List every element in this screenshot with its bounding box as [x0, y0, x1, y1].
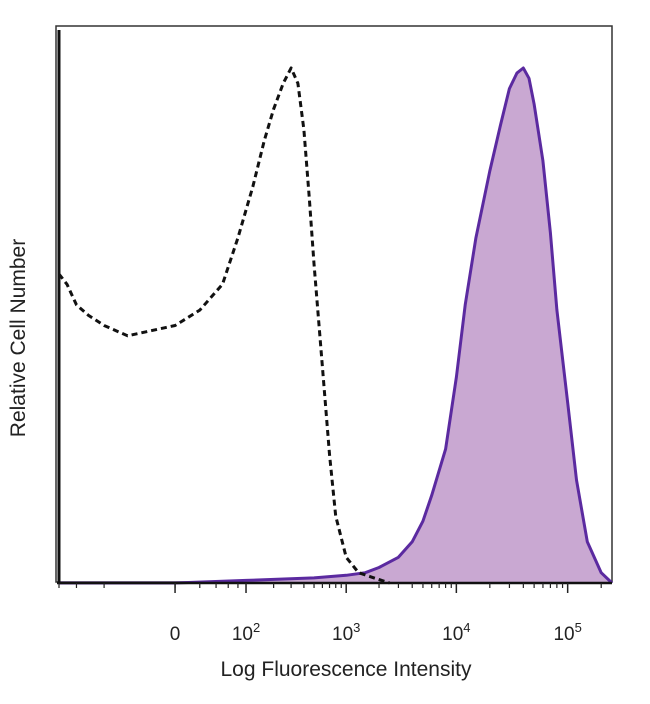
x-tick-label: 105	[553, 620, 581, 645]
x-tick-label: 104	[442, 620, 470, 645]
x-tick-label: 103	[332, 620, 360, 645]
stained-series-fill	[59, 68, 612, 583]
x-tick-layer: 0 102 103 104 105	[58, 583, 602, 645]
series-layer	[57, 66, 614, 585]
control-series-line	[57, 66, 391, 585]
x-tick-label: 0	[170, 624, 181, 645]
x-axis-label: Log Fluorescence Intensity	[221, 658, 472, 681]
y-axis-label: Relative Cell Number	[7, 239, 30, 437]
x-tick-label: 102	[232, 620, 260, 645]
